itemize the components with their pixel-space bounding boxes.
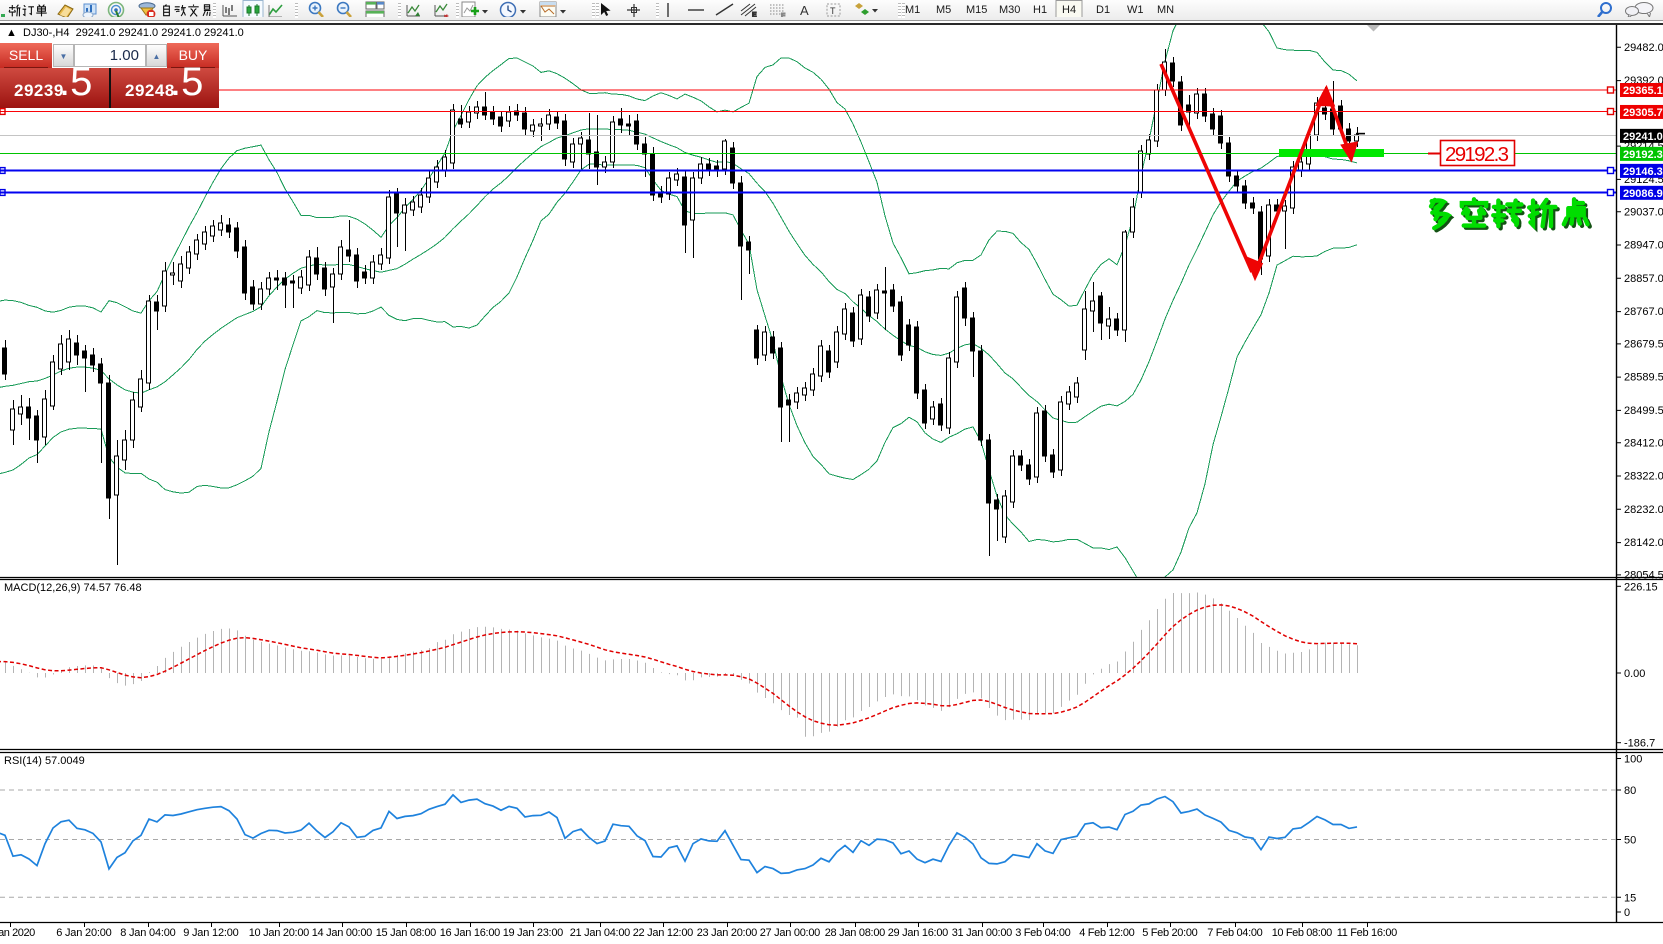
svg-text:29192.3: 29192.3	[1623, 149, 1663, 161]
svg-text:28589.5: 28589.5	[1624, 372, 1663, 384]
svg-text:29037.0: 29037.0	[1624, 206, 1663, 218]
svg-text:28679.5: 28679.5	[1624, 338, 1663, 350]
svg-text:9 Jan 12:00: 9 Jan 12:00	[183, 927, 239, 939]
svg-text:31 Jan 00:00: 31 Jan 00:00	[952, 927, 1013, 939]
svg-text:10 Jan 20:00: 10 Jan 20:00	[249, 927, 310, 939]
svg-text:F: F	[781, 13, 786, 17]
svg-text:16 Jan 16:00: 16 Jan 16:00	[440, 927, 501, 939]
svg-text:29365.1: 29365.1	[1623, 85, 1663, 97]
svg-text:MACD(12,26,9) 74.57 76.48: MACD(12,26,9) 74.57 76.48	[4, 582, 142, 594]
svg-text:100: 100	[1624, 754, 1642, 766]
svg-text:226.15: 226.15	[1624, 581, 1658, 593]
svg-text:22 Jan 12:00: 22 Jan 12:00	[633, 927, 694, 939]
svg-text:7 Feb 04:00: 7 Feb 04:00	[1207, 927, 1263, 939]
svg-text:6 Jan 20:00: 6 Jan 20:00	[56, 927, 112, 939]
svg-text:29086.9: 29086.9	[1623, 188, 1663, 200]
svg-text:29305.7: 29305.7	[1623, 107, 1663, 119]
svg-text:29482.0: 29482.0	[1624, 42, 1663, 54]
svg-text:28 Jan 08:00: 28 Jan 08:00	[825, 927, 886, 939]
svg-text:10 Feb 08:00: 10 Feb 08:00	[1272, 927, 1333, 939]
svg-text:3 Jan 2020: 3 Jan 2020	[0, 927, 35, 939]
svg-text:29241.0: 29241.0	[1623, 131, 1663, 143]
svg-text:28857.0: 28857.0	[1624, 273, 1663, 285]
svg-text:80: 80	[1624, 785, 1636, 797]
svg-text:-186.7: -186.7	[1624, 738, 1655, 750]
svg-text:E: E	[752, 12, 757, 17]
svg-text:28054.5: 28054.5	[1624, 569, 1663, 581]
svg-text:8 Jan 04:00: 8 Jan 04:00	[120, 927, 176, 939]
svg-text:5 Feb 20:00: 5 Feb 20:00	[1142, 927, 1198, 939]
svg-text:4 Feb 12:00: 4 Feb 12:00	[1079, 927, 1135, 939]
svg-text:A: A	[800, 3, 809, 17]
svg-text:3 Feb 04:00: 3 Feb 04:00	[1015, 927, 1071, 939]
svg-text:21 Jan 04:00: 21 Jan 04:00	[570, 927, 631, 939]
svg-text:0.00: 0.00	[1624, 668, 1645, 680]
svg-text:29 Jan 16:00: 29 Jan 16:00	[888, 927, 949, 939]
svg-text:28499.5: 28499.5	[1624, 405, 1663, 417]
svg-text:11 Feb 16:00: 11 Feb 16:00	[1337, 927, 1398, 939]
svg-text:T: T	[830, 6, 836, 16]
svg-text:RSI(14) 57.0049: RSI(14) 57.0049	[4, 755, 85, 767]
svg-text:29192.3: 29192.3	[1445, 143, 1509, 166]
svg-text:19 Jan 23:00: 19 Jan 23:00	[503, 927, 564, 939]
svg-text:28412.0: 28412.0	[1624, 437, 1663, 449]
svg-text:23 Jan 20:00: 23 Jan 20:00	[697, 927, 758, 939]
svg-text:28767.0: 28767.0	[1624, 306, 1663, 318]
svg-text:14 Jan 00:00: 14 Jan 00:00	[312, 927, 373, 939]
svg-text:0: 0	[1624, 907, 1630, 919]
svg-text:27 Jan 00:00: 27 Jan 00:00	[760, 927, 821, 939]
svg-text:15: 15	[1624, 892, 1636, 904]
svg-text:28322.0: 28322.0	[1624, 471, 1663, 483]
svg-text:28947.0: 28947.0	[1624, 240, 1663, 252]
svg-text:50: 50	[1624, 835, 1636, 847]
svg-text:28142.0: 28142.0	[1624, 537, 1663, 549]
svg-text:15 Jan 08:00: 15 Jan 08:00	[376, 927, 437, 939]
svg-text:28232.0: 28232.0	[1624, 504, 1663, 516]
svg-text:29146.3: 29146.3	[1623, 166, 1663, 178]
